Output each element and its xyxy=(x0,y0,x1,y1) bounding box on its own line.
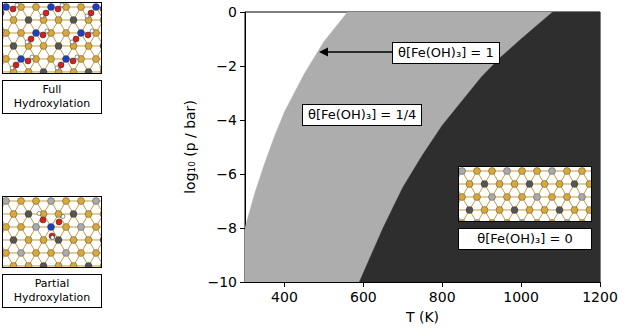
svg-text:1200: 1200 xyxy=(582,289,618,305)
svg-text:−6: −6 xyxy=(216,166,237,182)
svg-text:−2: −2 xyxy=(216,58,237,74)
svg-text:0: 0 xyxy=(228,4,237,20)
html-text:θ[Fe(OH)₃] = 1/4: θ[Fe(OH)₃] = 1/4 xyxy=(308,107,417,122)
svg-text:T (K): T (K) xyxy=(405,309,439,325)
svg-text:−4: −4 xyxy=(216,112,237,128)
svg-text:−8: −8 xyxy=(216,220,237,236)
html-text:Full Hydroxylation: Full Hydroxylation xyxy=(13,83,91,110)
svg-text:600: 600 xyxy=(350,289,377,305)
html-text:Partial Hydroxylation: Partial Hydroxylation xyxy=(13,277,91,304)
html-text:θ[Fe(OH)₃] = 0: θ[Fe(OH)₃] = 0 xyxy=(477,231,573,246)
svg-text:400: 400 xyxy=(271,289,298,305)
svg-text:log₁₀ (p / bar): log₁₀ (p / bar) xyxy=(182,100,198,194)
svg-text:800: 800 xyxy=(429,289,456,305)
svg-text:−10: −10 xyxy=(207,274,237,290)
html-text:θ[Fe(OH)₃] = 1: θ[Fe(OH)₃] = 1 xyxy=(398,45,494,60)
svg-text:1000: 1000 xyxy=(503,289,539,305)
